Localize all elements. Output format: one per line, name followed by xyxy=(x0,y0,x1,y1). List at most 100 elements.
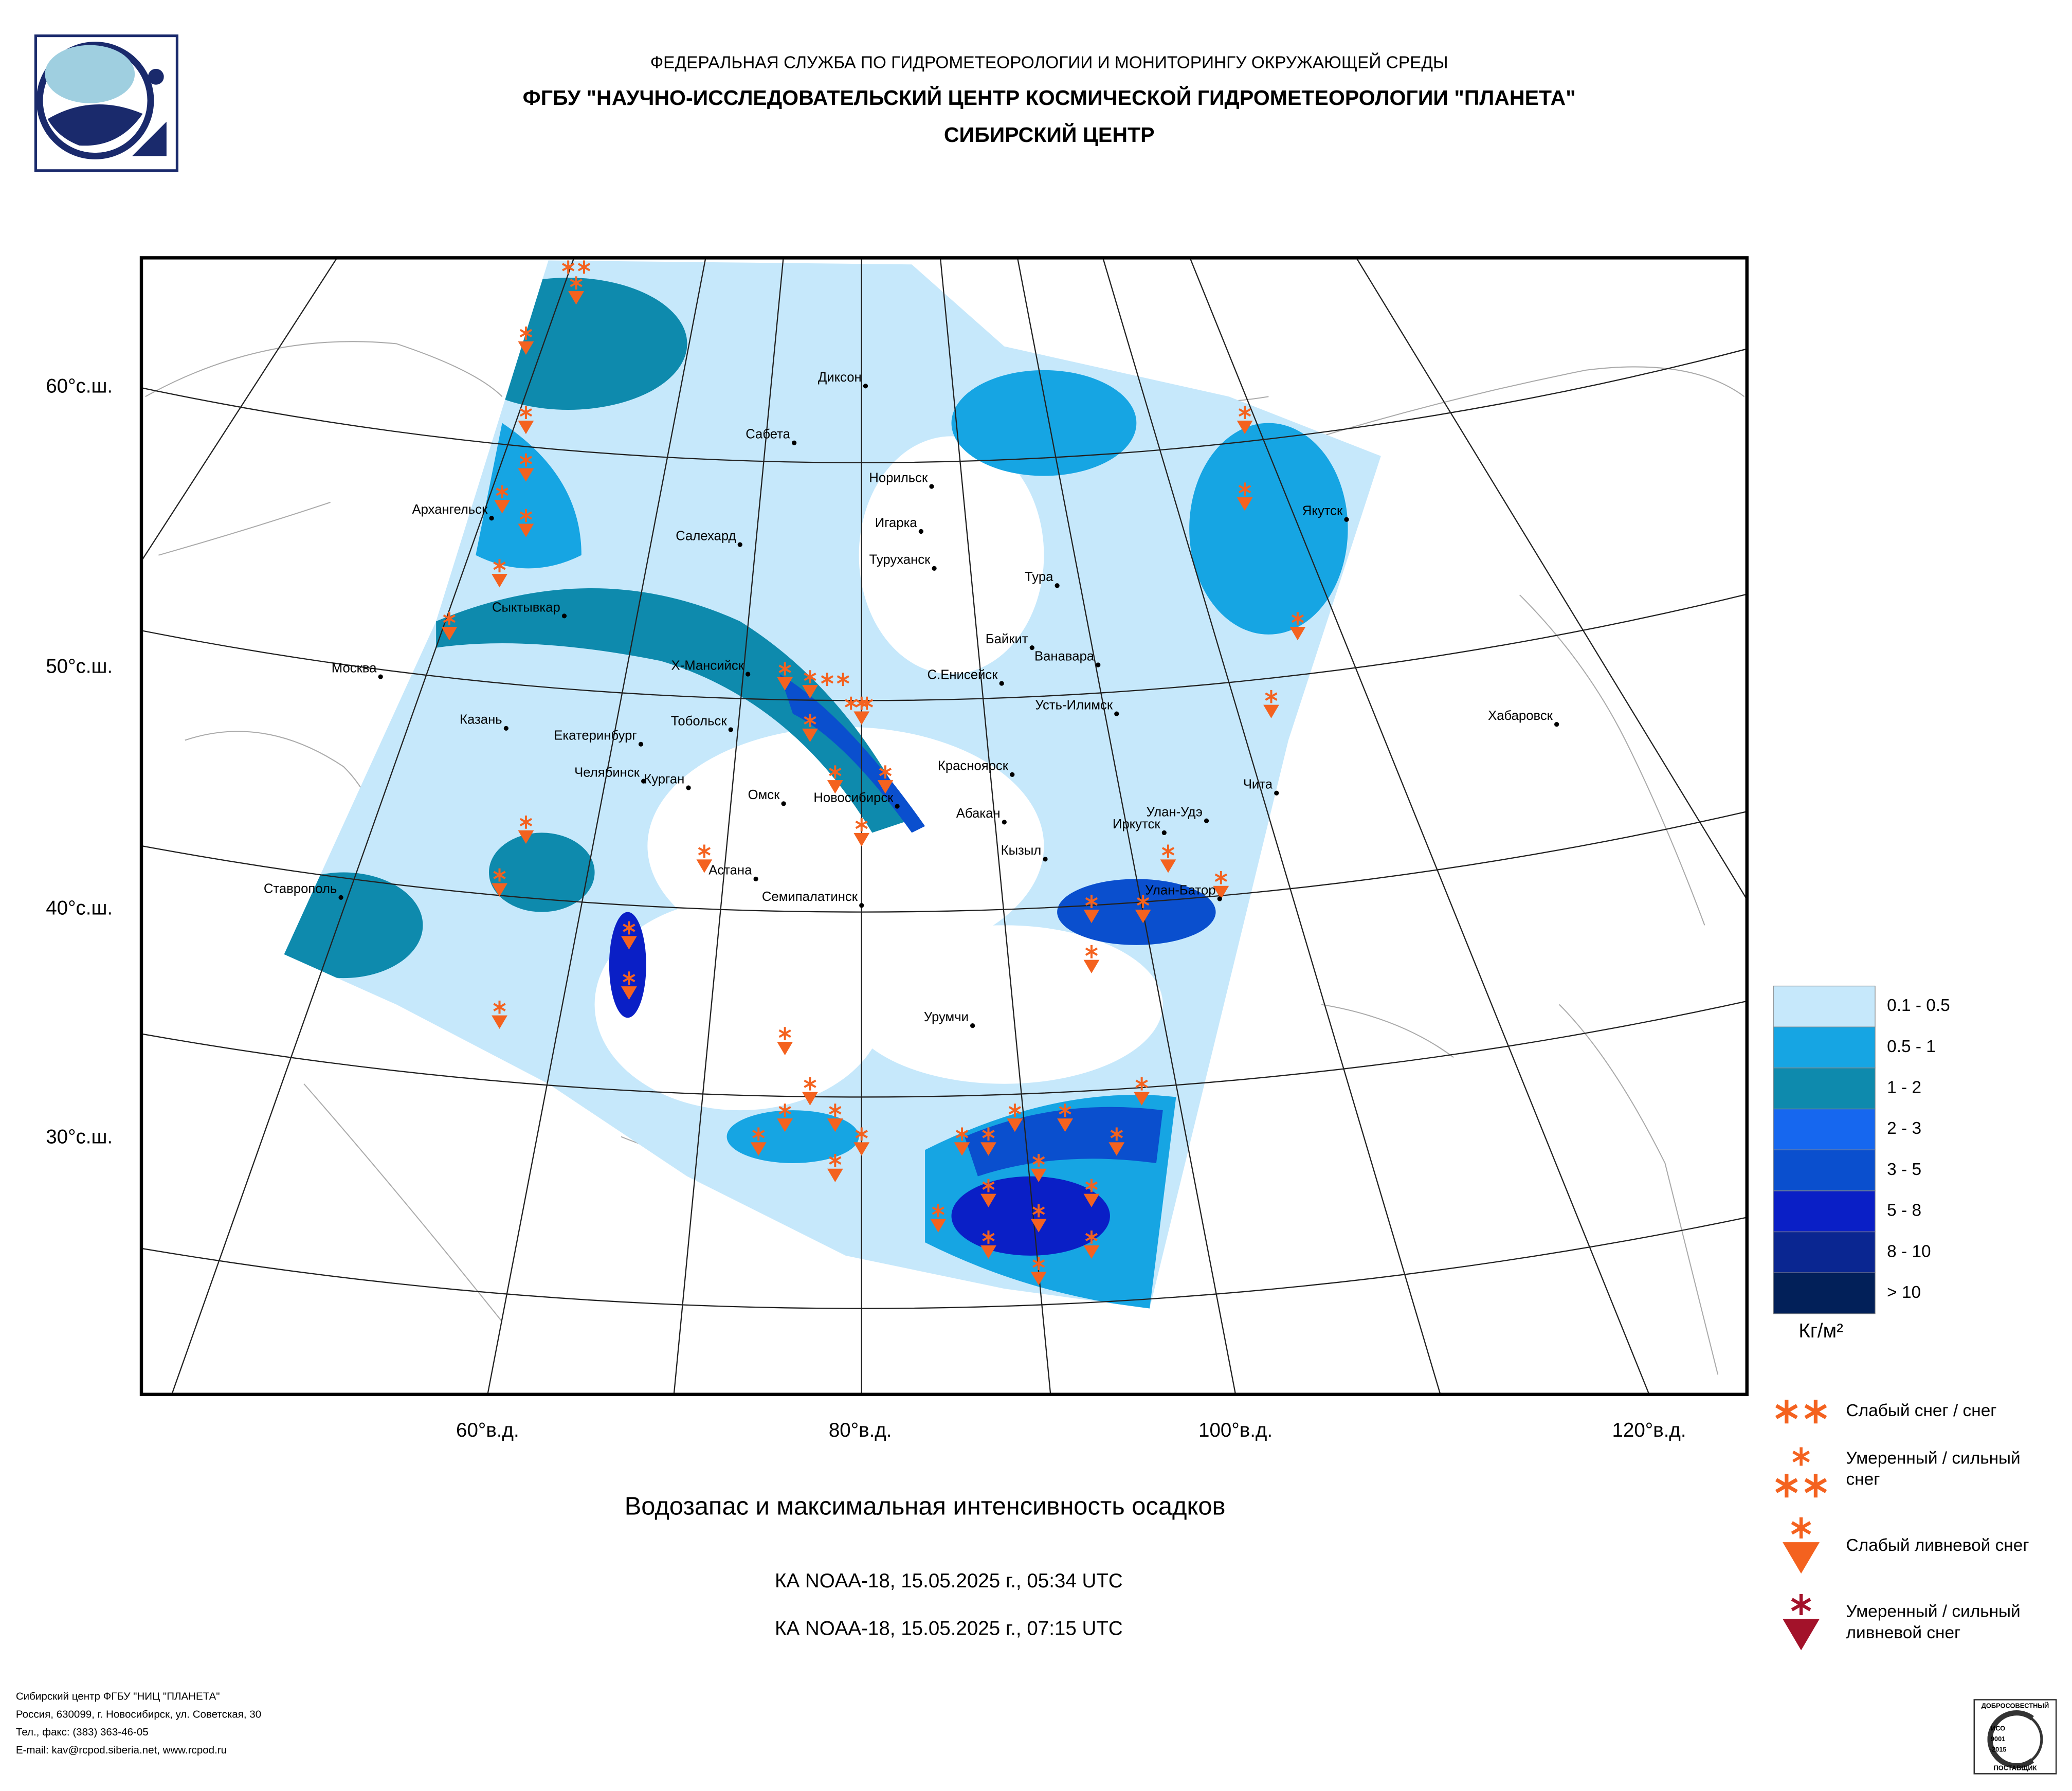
shower-marker xyxy=(621,936,637,950)
city-dot xyxy=(1114,711,1119,716)
snow-marker xyxy=(1032,1204,1045,1218)
lat-label: 50°с.ш. xyxy=(46,655,113,677)
snow-marker xyxy=(519,453,533,467)
snow-marker xyxy=(860,696,874,710)
snow-marker xyxy=(879,765,892,779)
legend-label: 0.5 - 1 xyxy=(1887,1037,1936,1056)
snow-marker xyxy=(1032,1257,1045,1271)
shower-marker xyxy=(777,677,793,691)
shower-marker xyxy=(802,1092,818,1106)
city-dot xyxy=(1554,722,1559,727)
legend-label: 1 - 2 xyxy=(1887,1078,1921,1097)
shower-marker xyxy=(518,341,534,355)
shower-marker xyxy=(1083,960,1100,973)
city-dot xyxy=(1010,772,1015,777)
snow-marker xyxy=(932,1204,944,1218)
certificate: ДОБРОСОВЕСТНЫЙ ИСО 9001 -2015 ПОСТАВЩИК xyxy=(1973,1699,2057,1775)
city-dot xyxy=(895,804,900,809)
lon-label: 100°в.д. xyxy=(1198,1419,1273,1441)
city-dot xyxy=(489,516,494,521)
legend-label: Умеренный / сильный xyxy=(1846,1449,2021,1468)
snow-marker xyxy=(570,276,583,290)
shower-marker xyxy=(518,421,534,435)
shower-marker xyxy=(1289,626,1306,641)
meridian xyxy=(487,258,706,1395)
legend-symbol xyxy=(1775,1400,1798,1424)
footer-line: E-mail: kav@rcpod.siberia.net, www.rcpod… xyxy=(16,1744,227,1756)
shower-marker xyxy=(1134,1092,1150,1106)
shower-marker xyxy=(802,685,818,699)
city-dot xyxy=(859,903,864,908)
city-label: Хабаровск xyxy=(1488,709,1553,723)
city-label: Ванавара xyxy=(1034,649,1095,663)
city-label: Якутск xyxy=(1302,504,1343,518)
shower-marker xyxy=(930,1219,947,1233)
city-dot xyxy=(1344,517,1349,522)
city-dot xyxy=(1204,818,1209,823)
legend-swatch xyxy=(1773,1231,1876,1273)
snow-marker xyxy=(493,868,506,882)
snow-marker xyxy=(519,509,533,522)
shower-marker xyxy=(1263,704,1279,718)
shower-marker xyxy=(696,859,713,873)
legend-symbol xyxy=(1783,1619,1820,1651)
snow-marker xyxy=(855,1127,868,1141)
shower-marker xyxy=(621,986,637,1000)
snow-marker xyxy=(804,714,816,727)
snow-marker xyxy=(845,696,858,710)
snow-marker xyxy=(1238,482,1251,496)
snow-marker xyxy=(562,260,575,274)
legend-symbol xyxy=(1804,1473,1827,1498)
city-dot xyxy=(932,566,937,571)
legend-unit: Кг/м² xyxy=(1798,1320,1843,1342)
meridian xyxy=(939,258,1051,1395)
city-dot xyxy=(999,681,1004,686)
snow-marker xyxy=(519,816,533,829)
city-dot xyxy=(1096,662,1101,667)
shower-marker xyxy=(518,468,534,482)
snow-marker xyxy=(1059,1103,1071,1117)
snow-marker xyxy=(837,673,849,686)
city-label: Тобольск xyxy=(671,714,728,728)
snow-marker xyxy=(496,485,508,499)
snow-marker xyxy=(821,673,834,686)
legend-label: ливневой снег xyxy=(1846,1623,1961,1642)
legend-label: 3 - 5 xyxy=(1887,1160,1921,1179)
city-label: Архангельск xyxy=(412,502,488,517)
city-dot xyxy=(728,727,733,732)
shower-marker xyxy=(802,728,818,743)
city-dot xyxy=(1274,790,1279,795)
city-dot xyxy=(1055,583,1060,588)
city-dot xyxy=(929,484,934,489)
city-label: Ставрополь xyxy=(264,882,337,896)
city-dot xyxy=(503,726,508,731)
city-dot xyxy=(1029,645,1034,650)
chart-title: Водозапас и максимальная интенсивность о… xyxy=(625,1493,1226,1521)
snow-marker xyxy=(778,662,791,676)
shower-marker xyxy=(492,1015,507,1029)
snow-marker xyxy=(982,1231,995,1244)
legend-label: 5 - 8 xyxy=(1887,1201,1921,1220)
city-label: Улан-Удэ xyxy=(1147,805,1203,820)
city-label: Х-Мансийск xyxy=(671,658,744,673)
lon-label: 80°в.д. xyxy=(829,1419,892,1441)
shower-marker xyxy=(777,1118,793,1132)
shower-marker xyxy=(954,1142,970,1156)
legend-symbol xyxy=(1775,1473,1798,1498)
city-dot xyxy=(1217,896,1222,901)
shower-marker xyxy=(518,523,534,537)
legend-label: Слабый ливневой снег xyxy=(1846,1536,2029,1555)
snow-marker xyxy=(804,670,816,683)
snow-marker xyxy=(982,1127,995,1141)
lat-label: 30°с.ш. xyxy=(46,1126,113,1148)
footer-line: Сибирский центр ФГБУ "НИЦ "ПЛАНЕТА" xyxy=(16,1691,220,1703)
snow-marker xyxy=(855,818,868,831)
city-dot xyxy=(378,674,383,679)
meridian xyxy=(673,258,784,1395)
city-dot xyxy=(338,895,343,900)
city-dot xyxy=(792,440,797,445)
shower-marker xyxy=(1083,910,1100,924)
city-label: С.Енисейск xyxy=(928,667,998,682)
lon-label: 60°в.д. xyxy=(456,1419,519,1441)
